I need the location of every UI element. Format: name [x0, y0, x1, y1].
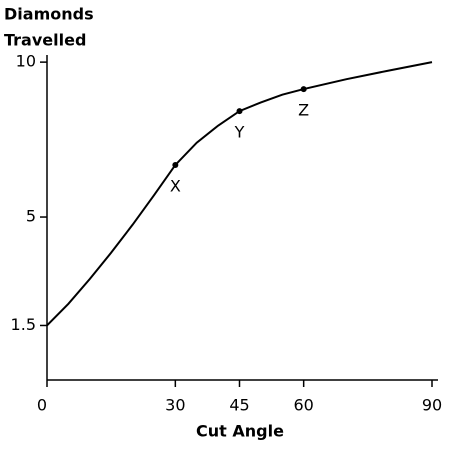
x-tick-label: 45	[229, 396, 249, 415]
y-tick-label: 10	[16, 52, 36, 71]
point-label: X	[170, 176, 181, 195]
point	[236, 108, 243, 115]
point-label: Z	[298, 101, 309, 120]
x-tick-label: 30	[165, 396, 185, 415]
y-tick-label: 5	[26, 207, 36, 226]
y-tick-label: 1.5	[11, 315, 36, 334]
point	[172, 161, 179, 168]
point	[300, 86, 307, 93]
curve	[46, 61, 433, 327]
x-tick-label: 90	[422, 396, 442, 415]
y-axis-label: Travelled	[4, 31, 86, 50]
x-axis-label: Cut Angle	[196, 422, 284, 441]
y-axis-label: Diamonds	[4, 5, 94, 24]
point-label: Y	[234, 123, 245, 142]
x-tick-label: 0	[37, 396, 47, 415]
x-tick-label: 60	[293, 396, 313, 415]
